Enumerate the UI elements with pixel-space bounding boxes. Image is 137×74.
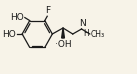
Text: F: F bbox=[45, 6, 50, 15]
Text: HO: HO bbox=[3, 30, 16, 38]
Text: ·OH: ·OH bbox=[55, 40, 71, 48]
Text: N: N bbox=[79, 19, 85, 28]
Text: HO: HO bbox=[10, 13, 24, 22]
Text: CH₃: CH₃ bbox=[91, 30, 105, 38]
Polygon shape bbox=[62, 28, 64, 38]
Text: H: H bbox=[83, 29, 89, 38]
